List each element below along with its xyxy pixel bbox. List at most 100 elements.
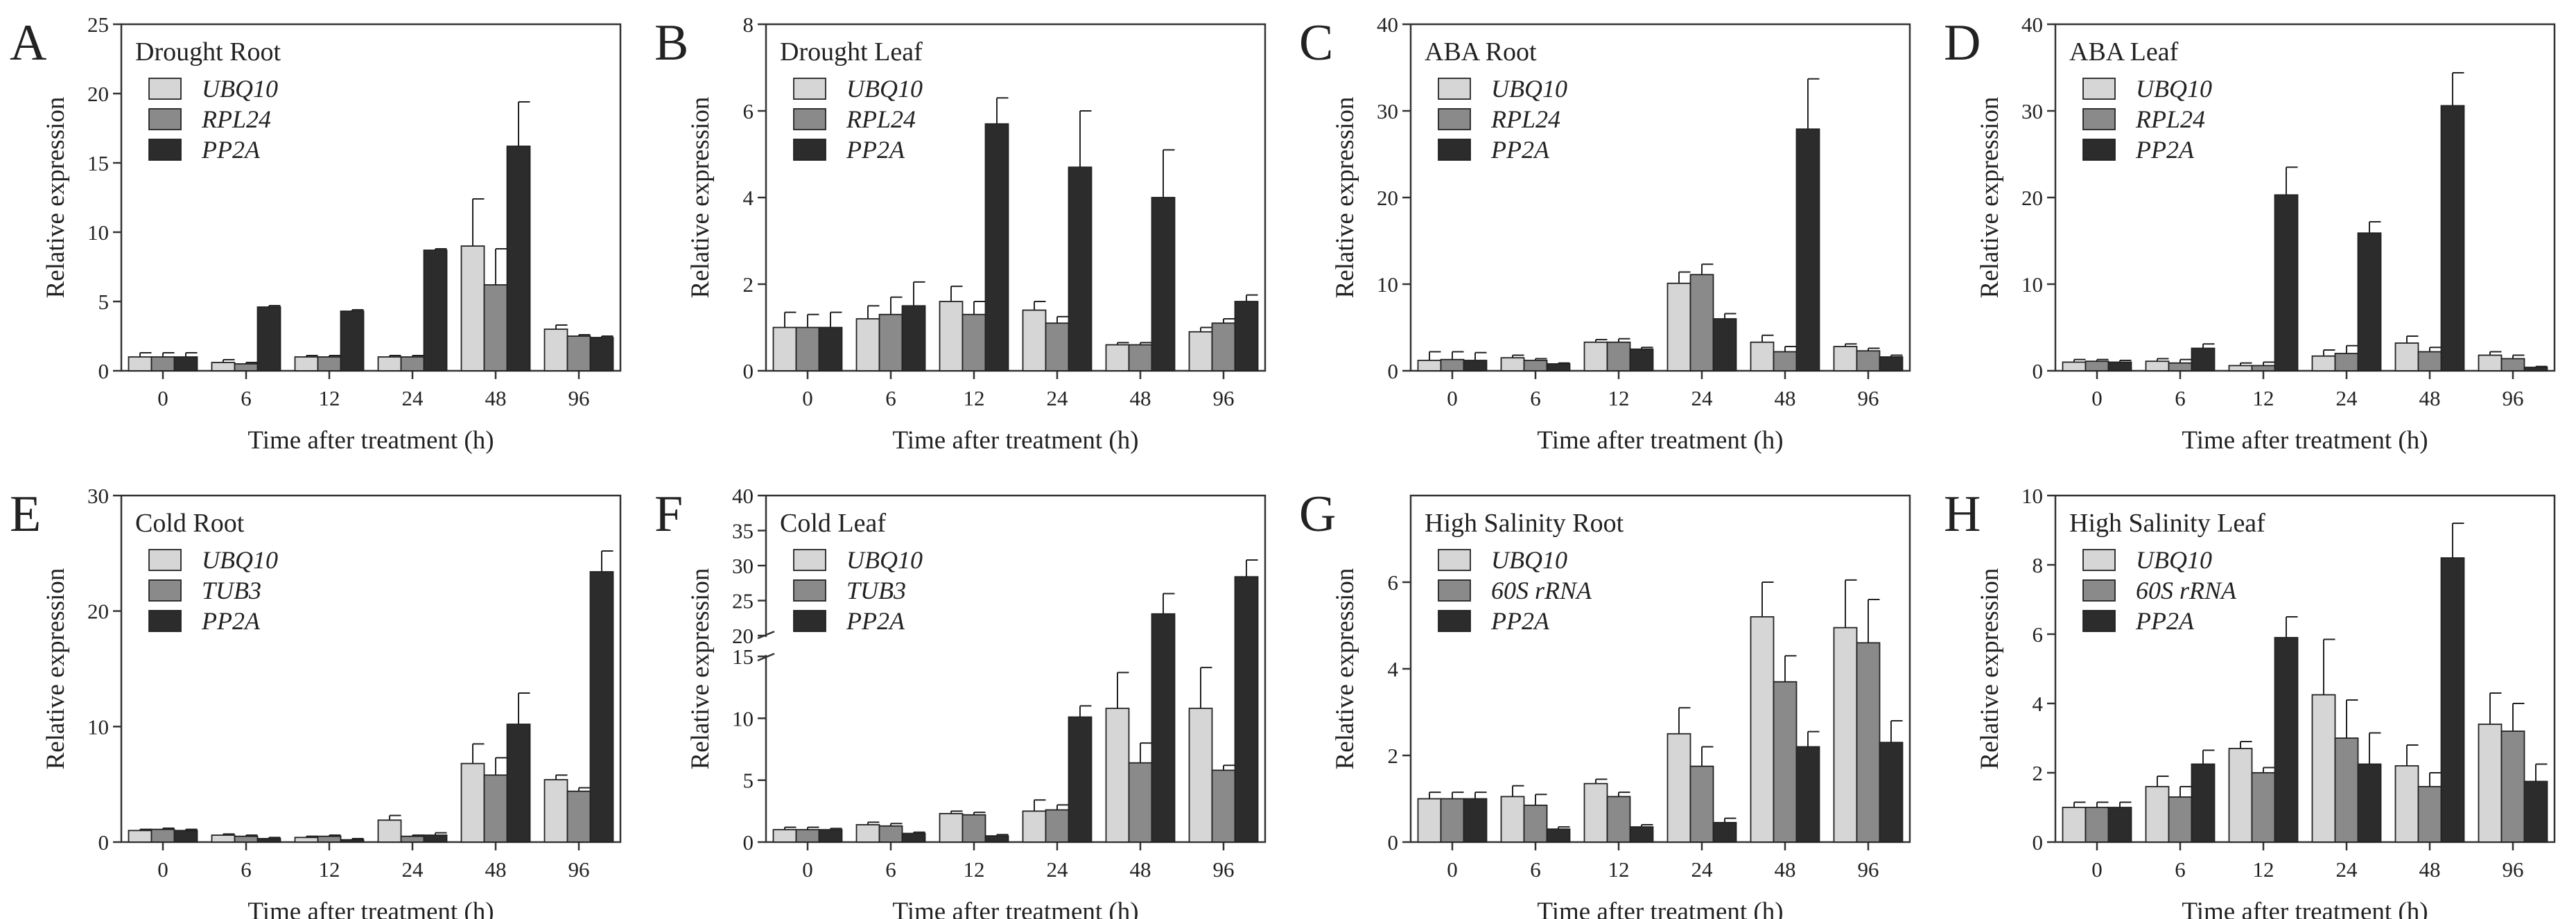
x-tick-label: 12 [964,857,985,882]
bar-tub3-6h [878,825,903,843]
bar-tub3-12h [961,814,986,843]
bar-rpl24-0h [150,356,175,371]
x-tick-label: 48 [2419,386,2441,410]
bar-pp2a-48h [2440,557,2465,843]
x-axis-title: Time after treatment (h) [1537,426,1783,455]
y-tick-label: 5 [98,290,110,314]
bar-pp2a-24h [1068,716,1093,843]
bar-ubq10-0h [2062,361,2087,371]
y-axis-title: Relative expression [1976,97,2004,299]
x-tick-label: 12 [319,386,340,410]
legend-label: PP2A [846,607,905,635]
legend-swatch [1438,610,1471,632]
legend-swatch [793,139,826,161]
bar-ubq10-24h [2311,694,2336,843]
y-tick-label: 0 [2033,359,2044,383]
bar-pp2a-96h [1234,576,1259,843]
bar-ubq10-12h [939,813,964,843]
bar-tub3-48h [483,774,508,843]
y-tick-label: 10 [2021,272,2043,297]
bar-pp2a-0h [1463,360,1488,371]
bar-ubq10-6h [211,834,236,843]
y-tick-label: 0 [98,830,110,855]
chart-title: ABA Root [1425,37,1537,67]
bar-pp2a-6h [1546,363,1571,371]
y-tick-label: 0 [1388,830,1399,855]
panel-letter: B [654,15,688,71]
bar-ubq10-48h [1105,344,1130,371]
chart-title: Cold Root [135,509,245,538]
bar-tub3-96h [566,790,591,843]
bar-pp2a-24h [423,250,448,371]
x-tick-label: 96 [568,386,590,410]
bar-ubq10-96h [543,779,568,843]
bar-pp2a-24h [2357,232,2382,371]
legend-swatch [793,549,826,571]
x-tick-label: 24 [2336,386,2358,410]
bar-pp2a-12h [340,839,365,843]
bar-ubq10-6h [1500,796,1525,843]
legend-swatch [2082,610,2116,632]
panel-letter: A [10,15,46,71]
x-tick-label: 0 [157,857,168,882]
x-tick-label: 6 [1530,386,1541,410]
bar-rpl24-96h [566,335,591,371]
bar-pp2a-6h [901,832,926,843]
panel-letter: C [1299,15,1333,71]
bar-ubq10-0h [772,829,797,843]
y-tick-label: 20 [2021,186,2043,210]
y-tick-label: 4 [743,186,754,210]
legend-swatch [1438,579,1471,602]
bar-pp2a-12h [340,310,365,371]
x-tick-label: 48 [1775,857,1796,882]
bar-tub3-12h [317,835,342,843]
legend-label: RPL24 [201,105,271,133]
x-axis-title: Time after treatment (h) [2182,426,2428,455]
bar-ubq10-96h [1833,627,1858,843]
bar-tub3-6h [234,835,259,843]
bar-ubq10-24h [1666,733,1691,843]
x-tick-label: 6 [2175,386,2186,410]
x-tick-label: 12 [1608,386,1630,410]
panel-letter: G [1299,486,1336,543]
bar-ubq10-24h [1022,309,1047,371]
bar-ubq10-24h [1022,810,1047,843]
bar-60s-rrna-12h [1606,796,1631,843]
bar-ubq10-0h [128,356,153,371]
legend-label: UBQ10 [846,75,923,103]
plot-frame [2054,494,2556,843]
y-tick-label: 35 [732,519,754,543]
bar-tub3-0h [150,828,175,843]
legend-label: PP2A [201,607,261,635]
legend-swatch [2082,579,2116,602]
axis-break-mark [757,652,775,662]
x-tick-label: 0 [802,386,813,410]
x-axis-title: Time after treatment (h) [1537,898,1783,919]
x-tick-label: 6 [885,857,896,882]
y-tick-label: 25 [732,589,754,613]
x-tick-label: 0 [157,386,168,410]
y-tick-label: 10 [87,220,109,245]
y-tick-label: 6 [1388,570,1399,595]
legend-label: 60S rRNA [1491,577,1592,604]
bar-pp2a-0h [2107,361,2132,371]
legend-label: UBQ10 [202,75,278,103]
bar-pp2a-48h [2440,105,2465,371]
y-tick-label: 0 [1388,359,1399,383]
bar-rpl24-48h [1773,351,1798,371]
legend-label: PP2A [2135,607,2195,635]
bar-ubq10-96h [2478,354,2503,371]
bar-ubq10-12h [2228,365,2253,371]
x-tick-label: 48 [485,857,507,882]
bar-ubq10-12h [939,301,964,371]
x-tick-label: 24 [1691,857,1714,882]
x-tick-label: 96 [2503,857,2524,882]
x-tick-label: 96 [1858,857,1879,882]
y-tick-label: 2 [1388,744,1399,768]
y-tick-label: 2 [743,272,754,297]
bar-ubq10-96h [2478,724,2503,843]
x-tick-label: 96 [1213,857,1235,882]
bar-pp2a-96h [1879,356,1904,371]
